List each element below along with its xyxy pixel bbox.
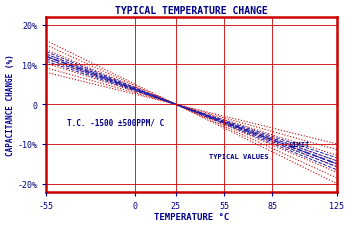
Y-axis label: CAPACITANCE CHANGE (%): CAPACITANCE CHANGE (%) xyxy=(6,54,15,155)
Text: TYPICAL VALUES: TYPICAL VALUES xyxy=(209,153,269,159)
Title: TYPICAL TEMPERATURE CHANGE: TYPICAL TEMPERATURE CHANGE xyxy=(115,5,268,15)
Text: T.C. -1500 ±500PPM/ C: T.C. -1500 ±500PPM/ C xyxy=(67,118,164,126)
Text: LIMIT: LIMIT xyxy=(288,141,310,147)
X-axis label: TEMPERATURE °C: TEMPERATURE °C xyxy=(154,212,229,222)
